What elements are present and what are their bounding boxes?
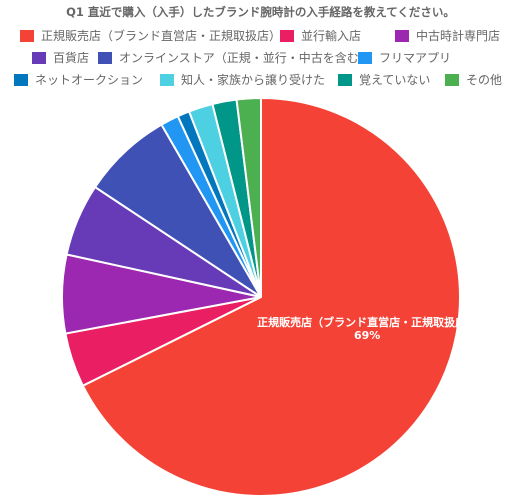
legend-swatch [32, 52, 46, 64]
legend-swatch [338, 74, 352, 86]
pie-slice[interactable] [81, 96, 461, 497]
legend-item[interactable]: 中古時計専門店 [395, 28, 500, 43]
legend-item[interactable]: ネットオークション [14, 73, 143, 87]
legend-item[interactable]: オンラインストア（正規・並行・中古を含む） [98, 50, 371, 65]
legend-label: 覚えていない [359, 73, 430, 87]
legend-label: ネットオークション [35, 73, 143, 87]
legend-swatch [445, 74, 459, 86]
legend-label: 百貨店 [53, 50, 89, 65]
legend-item[interactable]: 知人・家族から譲り受けた [160, 72, 325, 87]
legend-swatch [358, 52, 372, 64]
legend-item[interactable]: 覚えていない [338, 73, 430, 87]
legend-item[interactable]: 並行輸入店 [280, 28, 361, 43]
chart-title: Q1 直近で購入（入手）したブランド腕時計の入手経路を教えてください。 [66, 5, 455, 19]
legend-swatch [14, 74, 28, 86]
legend-swatch [280, 30, 294, 42]
legend-item[interactable]: 正規販売店（ブランド直営店・正規取扱店） [20, 28, 281, 43]
legend-swatch [20, 30, 34, 42]
legend-label: 中古時計専門店 [416, 28, 500, 43]
legend-label: オンラインストア（正規・並行・中古を含む） [119, 50, 371, 65]
slice-label-value: 69% [354, 329, 380, 342]
legend-label: その他 [466, 73, 502, 87]
legend-swatch [395, 30, 409, 42]
pie-slice[interactable] [235, 96, 262, 298]
legend-swatch [160, 74, 174, 86]
legend-label: 並行輸入店 [301, 28, 361, 43]
legend-item[interactable]: その他 [445, 73, 502, 87]
legend-label: 正規販売店（ブランド直営店・正規取扱店） [41, 28, 281, 43]
slice-label-category: 正規販売店（ブランド直営店・正規取扱店） [257, 315, 477, 329]
pie [61, 96, 461, 497]
legend-label: 知人・家族から譲り受けた [181, 72, 325, 87]
legend-swatch [98, 52, 112, 64]
legend-item[interactable]: 百貨店 [32, 50, 89, 65]
slice-labels: 正規販売店（ブランド直営店・正規取扱店）69% [257, 315, 477, 342]
legend-label: フリマアプリ [379, 51, 451, 65]
legend-item[interactable]: フリマアプリ [358, 51, 451, 65]
